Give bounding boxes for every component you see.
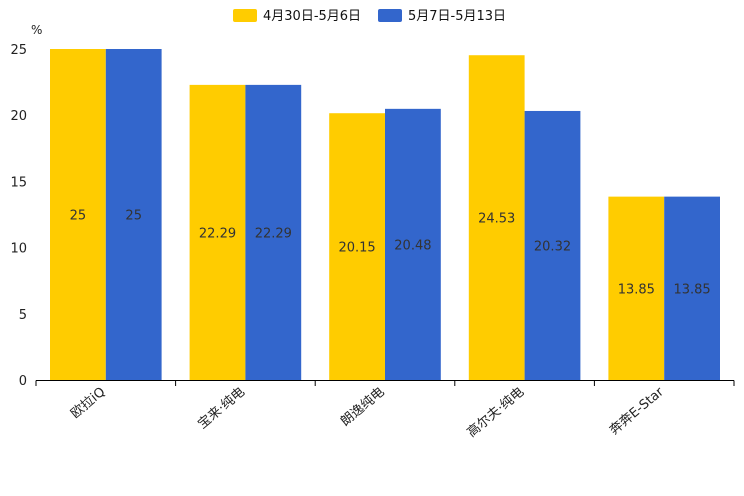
bar-2-1 [105, 49, 162, 380]
x-tick-label: 奔奔E-Star [607, 384, 667, 438]
bar-2-4 [524, 110, 581, 381]
y-tick-label: 10 [10, 242, 27, 257]
y-tick-label: 0 [19, 374, 27, 389]
bar-value-label: 20.48 [394, 238, 431, 253]
y-axis-ticks: 0 5 10 15 20 25 [10, 43, 27, 389]
legend-label-series-2: 5月7日-5月13日 [408, 9, 506, 24]
legend-label-series-1: 4月30日-5月6日 [263, 9, 361, 24]
x-tick-label: 朗逸纯电 [338, 385, 387, 430]
legend: 4月30日-5月6日 5月7日-5月13日 [233, 9, 506, 24]
bar-value-label: 24.53 [478, 212, 515, 227]
bar-value-label: 25 [125, 209, 142, 224]
bar-value-label: 13.85 [673, 282, 710, 297]
legend-swatch-series-2 [378, 9, 402, 22]
y-tick-label: 5 [19, 308, 27, 323]
bar-1-5 [608, 196, 665, 380]
bar-data-labels: 25 25 22.29 22.29 20.15 20.48 24.53 20.32 13.85 1… [70, 209, 711, 298]
bar-1-1 [50, 49, 106, 380]
bar-2-2 [245, 84, 302, 380]
bar-value-label: 13.85 [618, 282, 655, 297]
bar-value-label: 20.15 [338, 241, 375, 256]
bar-1-3 [329, 113, 385, 381]
bar-1-4 [468, 55, 525, 380]
bar-value-label: 22.29 [199, 226, 236, 241]
x-tick-label: 欧拉iQ [68, 385, 108, 422]
y-tick-label: 20 [10, 109, 27, 124]
bar-marks [50, 49, 720, 381]
bar-value-label: 20.32 [534, 239, 571, 254]
x-tick-label: 宝来·纯电 [195, 385, 248, 433]
y-axis-unit-label: % [31, 23, 42, 37]
x-axis-ticks: 欧拉iQ 宝来·纯电 朗逸纯电 高尔夫·纯电 奔奔E-Star [35, 380, 735, 441]
bar-1-2 [189, 84, 246, 380]
y-tick-label: 15 [10, 175, 27, 190]
x-tick-label: 高尔夫·纯电 [464, 384, 527, 441]
legend-swatch-series-1 [233, 9, 257, 22]
bar-value-label: 25 [70, 209, 87, 224]
bar-2-3 [385, 108, 441, 381]
y-tick-label: 25 [10, 43, 27, 58]
bar-value-label: 22.29 [255, 226, 292, 241]
bar-2-5 [664, 196, 720, 380]
